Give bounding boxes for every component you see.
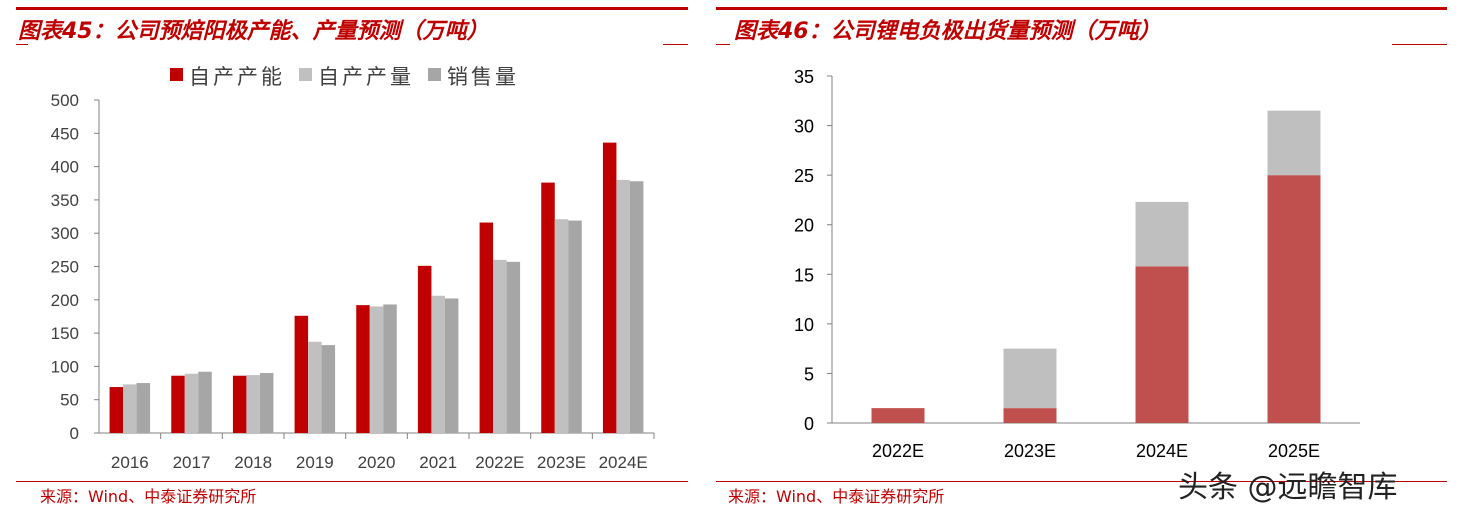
x-tick-label: 2018 bbox=[234, 453, 272, 472]
y-tick-label: 35 bbox=[794, 67, 814, 87]
bar bbox=[479, 222, 494, 433]
bar bbox=[602, 142, 617, 433]
legend-swatch bbox=[299, 68, 312, 81]
y-tick-label: 350 bbox=[51, 191, 79, 210]
title-underline-left bbox=[16, 44, 28, 45]
legend-label: 自产产能 bbox=[189, 66, 285, 89]
bar bbox=[184, 373, 199, 433]
x-tick-label: 2023E bbox=[1004, 441, 1056, 461]
stacked-bar-segment bbox=[1003, 408, 1057, 423]
y-tick-label: 0 bbox=[804, 414, 814, 434]
bar bbox=[506, 261, 521, 433]
stacked-bar-segment bbox=[1267, 110, 1321, 176]
anode-shipment-stacked-chart: 0 5 10 15 20 25 30 35 2022E 2023E 2024E 2025E bbox=[794, 67, 1360, 461]
bar bbox=[259, 373, 274, 433]
left-chart-title: 图表45：公司预焙阳极产能、产量预测（万吨） bbox=[18, 19, 489, 44]
title-top-rule bbox=[16, 7, 688, 10]
stacked-bar-segment bbox=[1135, 201, 1189, 267]
y-tick-label: 25 bbox=[794, 166, 814, 186]
bar bbox=[383, 304, 397, 433]
bar bbox=[493, 259, 507, 433]
stacked-bar-segment bbox=[1003, 348, 1057, 409]
bar bbox=[246, 375, 260, 433]
bar bbox=[616, 179, 630, 433]
y-tick-label: 150 bbox=[51, 324, 79, 343]
y-tick-label: 30 bbox=[794, 117, 814, 137]
bar bbox=[356, 305, 370, 433]
right-chart-panel: 图表46：公司锂电负极出货量预测（万吨） 0 5 10 15 20 25 30 35 2022E… bbox=[712, 0, 1463, 518]
x-tick-label: 2019 bbox=[296, 453, 334, 472]
bar bbox=[554, 219, 569, 433]
left-chart-panel: 图表45：公司预焙阳极产能、产量预测（万吨） 0 50 100 150 200 250 30… bbox=[0, 0, 700, 518]
x-tick-label: 2020 bbox=[358, 453, 396, 472]
legend-swatch bbox=[428, 68, 441, 81]
bar bbox=[294, 315, 309, 433]
x-tick-label: 2025E bbox=[1268, 441, 1320, 461]
bar bbox=[431, 295, 445, 433]
stacked-bar-segment bbox=[1267, 175, 1321, 423]
y-tick-label: 200 bbox=[51, 291, 79, 310]
y-tick-label: 5 bbox=[804, 364, 814, 384]
bar bbox=[198, 371, 212, 433]
y-tick-label: 100 bbox=[51, 357, 79, 376]
y-tick-label: 450 bbox=[51, 124, 79, 143]
bar bbox=[232, 375, 247, 433]
x-tick-label: 2022E bbox=[872, 441, 924, 461]
stacked-bar-segment bbox=[871, 408, 925, 423]
capacity-output-bar-chart: 0 50 100 150 200 250 300 350 400 450 500 2016 2017 20… bbox=[51, 66, 655, 472]
title-underline-right bbox=[1392, 44, 1447, 45]
right-chart-title: 图表46：公司锂电负极出货量预测（万吨） bbox=[734, 19, 1161, 44]
y-tick-label: 400 bbox=[51, 158, 79, 177]
y-tick-label: 0 bbox=[70, 424, 79, 443]
source-rule bbox=[716, 481, 1447, 482]
title-top-rule bbox=[716, 7, 1447, 10]
y-tick-label: 300 bbox=[51, 224, 79, 243]
y-tick-label: 250 bbox=[51, 258, 79, 277]
y-tick-label: 10 bbox=[794, 315, 814, 335]
bar bbox=[109, 387, 124, 433]
bar bbox=[123, 384, 137, 433]
y-tick-label: 20 bbox=[794, 216, 814, 236]
y-tick-label: 15 bbox=[794, 265, 814, 285]
bar bbox=[321, 345, 336, 433]
bar bbox=[417, 265, 432, 433]
x-tick-label: 2017 bbox=[173, 453, 211, 472]
bar bbox=[629, 181, 644, 433]
legend-swatch bbox=[170, 68, 183, 81]
legend-label: 自产产量 bbox=[318, 66, 414, 89]
bar bbox=[171, 375, 185, 433]
y-tick-label: 500 bbox=[51, 91, 79, 110]
title-underline-right bbox=[663, 44, 688, 45]
x-tick-label: 2024E bbox=[1136, 441, 1188, 461]
source-rule bbox=[16, 481, 688, 482]
stacked-bar-segment bbox=[1135, 266, 1189, 423]
bar bbox=[541, 182, 555, 433]
legend-label: 销售量 bbox=[447, 66, 519, 89]
bar bbox=[136, 383, 151, 433]
left-source-note: 来源：Wind、中泰证券研究所 bbox=[40, 487, 257, 506]
y-tick-label: 50 bbox=[60, 391, 79, 410]
title-underline-left bbox=[716, 44, 730, 45]
x-tick-label: 2016 bbox=[111, 453, 149, 472]
bar bbox=[369, 306, 384, 433]
watermark-text: 头条 @远瞻智库 bbox=[1178, 470, 1398, 505]
x-tick-label: 2024E bbox=[599, 453, 648, 472]
bar bbox=[568, 220, 582, 433]
x-tick-label: 2023E bbox=[537, 453, 586, 472]
bar bbox=[308, 341, 322, 433]
x-tick-label: 2022E bbox=[475, 453, 524, 472]
right-source-note: 来源：Wind、中泰证券研究所 bbox=[728, 487, 945, 506]
x-tick-label: 2021 bbox=[419, 453, 457, 472]
bar bbox=[444, 298, 459, 433]
